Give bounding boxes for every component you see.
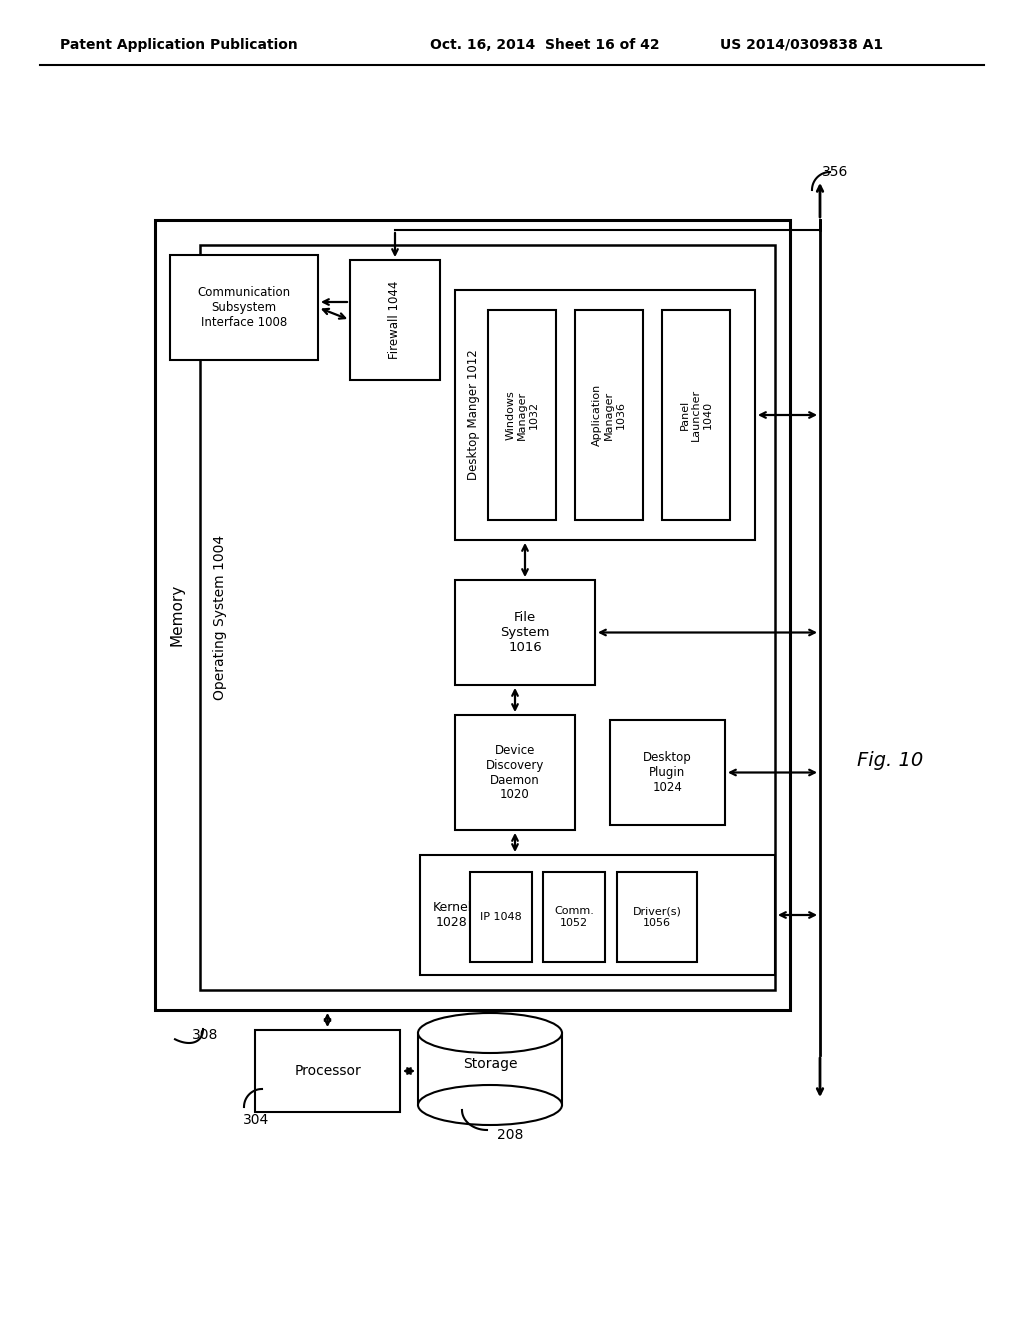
Ellipse shape: [418, 1012, 562, 1053]
Bar: [455, 579, 595, 685]
Bar: [170, 255, 318, 360]
Text: Communication
Subsystem
Interface 1008: Communication Subsystem Interface 1008: [198, 286, 291, 329]
Text: Driver(s)
1056: Driver(s) 1056: [633, 907, 681, 928]
Bar: [488, 310, 556, 520]
Text: Patent Application Publication: Patent Application Publication: [60, 38, 298, 51]
Text: Storage: Storage: [463, 1057, 517, 1071]
Text: File
System
1016: File System 1016: [501, 611, 550, 653]
Text: Desktop Manger 1012: Desktop Manger 1012: [467, 350, 479, 480]
Text: 308: 308: [191, 1028, 218, 1041]
Bar: [575, 310, 643, 520]
Bar: [543, 873, 605, 962]
Text: Kernel
1028: Kernel 1028: [432, 902, 472, 929]
Ellipse shape: [418, 1085, 562, 1125]
Text: US 2014/0309838 A1: US 2014/0309838 A1: [720, 38, 883, 51]
Text: Panel
Launcher
1040: Panel Launcher 1040: [679, 389, 713, 441]
Text: 356: 356: [822, 165, 848, 180]
Bar: [610, 719, 725, 825]
Bar: [455, 715, 575, 830]
Bar: [420, 855, 775, 975]
Text: 208: 208: [497, 1129, 523, 1142]
Text: Fig. 10: Fig. 10: [857, 751, 923, 770]
Text: IP 1048: IP 1048: [480, 912, 522, 921]
Bar: [155, 220, 790, 1010]
Text: Processor: Processor: [294, 1064, 360, 1078]
Text: Operating System 1004: Operating System 1004: [213, 535, 227, 700]
Bar: [617, 873, 697, 962]
Bar: [350, 260, 440, 380]
Text: Application
Manager
1036: Application Manager 1036: [593, 384, 626, 446]
Text: Oct. 16, 2014  Sheet 16 of 42: Oct. 16, 2014 Sheet 16 of 42: [430, 38, 659, 51]
Text: Firewall 1044: Firewall 1044: [388, 281, 401, 359]
Bar: [200, 246, 775, 990]
Bar: [455, 290, 755, 540]
Text: Windows
Manager
1032: Windows Manager 1032: [506, 391, 539, 440]
Text: Device
Discovery
Daemon
1020: Device Discovery Daemon 1020: [485, 743, 544, 801]
Bar: [255, 1030, 400, 1111]
Bar: [470, 873, 532, 962]
Text: Memory: Memory: [170, 583, 184, 645]
Text: 304: 304: [243, 1113, 269, 1127]
Text: Desktop
Plugin
1024: Desktop Plugin 1024: [643, 751, 692, 795]
Bar: [662, 310, 730, 520]
Text: Comm.
1052: Comm. 1052: [554, 907, 594, 928]
